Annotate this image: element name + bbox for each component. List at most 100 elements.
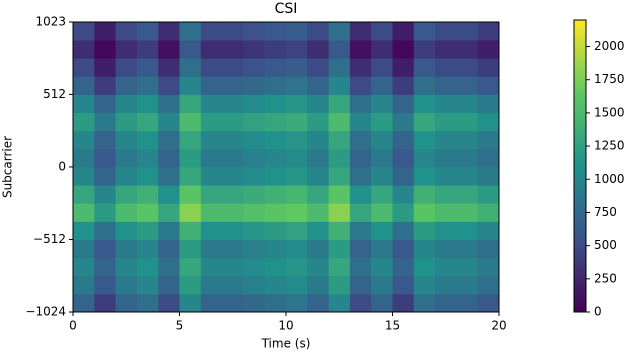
colorbar-tick-label: 1250: [594, 139, 625, 153]
heatmap-cell: [477, 275, 500, 295]
heatmap-cell: [413, 166, 436, 186]
heatmap-cell: [115, 39, 138, 59]
heatmap-cell: [222, 275, 244, 295]
heatmap-cell: [222, 257, 244, 277]
heatmap-cell: [435, 94, 457, 114]
heatmap-cell: [264, 148, 287, 168]
heatmap-cell: [328, 293, 351, 313]
heatmap-cell: [158, 275, 180, 295]
heatmap-cell: [94, 185, 117, 204]
heatmap-cell: [307, 203, 330, 222]
heatmap-cell: [435, 203, 457, 222]
heatmap-cell: [264, 203, 287, 222]
heatmap-cell: [222, 148, 244, 168]
heatmap-cell: [392, 130, 415, 150]
heatmap-cell: [328, 203, 351, 222]
heatmap-cell: [328, 94, 351, 114]
colorbar-tick-label: 2000: [594, 39, 625, 53]
x-tick-label: 0: [69, 319, 77, 333]
heatmap-cell: [158, 58, 180, 77]
heatmap-cell: [349, 130, 372, 150]
heatmap-cell: [243, 293, 266, 313]
heatmap-cell: [477, 130, 500, 150]
heatmap-cell: [456, 130, 479, 150]
heatmap-cell: [222, 221, 244, 240]
heatmap-cell: [392, 203, 415, 222]
heatmap-cell: [477, 58, 500, 77]
heatmap-cell: [435, 221, 457, 240]
heatmap-cell: [328, 275, 351, 295]
heatmap-cell: [158, 94, 180, 114]
heatmap-cell: [115, 148, 138, 168]
heatmap-cell: [371, 275, 393, 295]
heatmap-cell: [200, 39, 223, 59]
heatmap-cell: [307, 275, 330, 295]
heatmap-cell: [179, 293, 202, 313]
heatmap-cell: [136, 39, 159, 59]
heatmap-cell: [243, 166, 266, 186]
heatmap-cell: [392, 58, 415, 77]
y-tick-label: 1023: [35, 15, 66, 29]
heatmap-cell: [456, 76, 479, 95]
heatmap-cell: [456, 257, 479, 277]
heatmap-cell: [264, 94, 287, 114]
heatmap-cell: [222, 39, 244, 59]
heatmap-cell: [200, 257, 223, 277]
heatmap-cell: [371, 22, 393, 41]
heatmap-cell: [456, 58, 479, 77]
colorbar-tick-label: 1000: [594, 172, 625, 186]
heatmap-cell: [456, 185, 479, 204]
heatmap-cell: [477, 166, 500, 186]
heatmap-cell: [115, 76, 138, 95]
heatmap-cell: [328, 76, 351, 95]
heatmap-cell: [136, 293, 159, 313]
heatmap-cell: [200, 185, 223, 204]
heatmap-cell: [286, 221, 308, 240]
chart-title: CSI: [275, 1, 298, 17]
heatmap-cell: [222, 166, 244, 186]
heatmap-cell: [413, 203, 436, 222]
heatmap-cell: [222, 112, 244, 132]
heatmap-cell: [73, 148, 95, 168]
colorbar-tick-label: 500: [594, 238, 617, 252]
heatmap-cell: [328, 221, 351, 240]
heatmap-cell: [222, 76, 244, 95]
heatmap-cell: [179, 58, 202, 77]
heatmap-cell: [222, 293, 244, 313]
heatmap-cell: [286, 257, 308, 277]
heatmap-cell: [456, 22, 479, 41]
heatmap-cell: [477, 112, 500, 132]
heatmap-cell: [158, 293, 180, 313]
heatmap-cell: [392, 22, 415, 41]
heatmap-cell: [435, 293, 457, 313]
heatmap-cell: [94, 76, 117, 95]
heatmap-cell: [435, 148, 457, 168]
heatmap-cell: [158, 76, 180, 95]
heatmap-cell: [477, 239, 500, 259]
heatmap-cell: [413, 275, 436, 295]
heatmap-cell: [371, 166, 393, 186]
heatmap-cell: [136, 112, 159, 132]
x-tick-label: 10: [278, 319, 293, 333]
heatmap-cell: [392, 257, 415, 277]
heatmap-cell: [264, 76, 287, 95]
heatmap-cell: [413, 22, 436, 41]
heatmap-cell: [371, 58, 393, 77]
heatmap-cell: [222, 203, 244, 222]
heatmap-cell: [158, 239, 180, 259]
heatmap-cell: [286, 39, 308, 59]
colorbar-tick-label: 1500: [594, 105, 625, 119]
heatmap-cell: [349, 112, 372, 132]
heatmap-cell: [371, 112, 393, 132]
heatmap-cell: [136, 58, 159, 77]
heatmap-cell: [371, 221, 393, 240]
heatmap-cell: [243, 94, 266, 114]
heatmap-cell: [371, 148, 393, 168]
x-tick-label: 20: [491, 319, 506, 333]
heatmap-cell: [222, 130, 244, 150]
heatmap-cell: [264, 185, 287, 204]
heatmap-cell: [413, 130, 436, 150]
heatmap-cell: [456, 39, 479, 59]
heatmap-cell: [136, 239, 159, 259]
